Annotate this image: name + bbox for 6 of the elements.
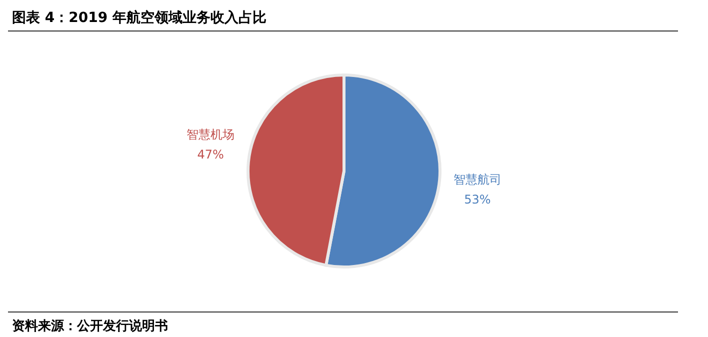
data-label: 53% (464, 192, 491, 207)
slice-label: 智慧机场 (186, 127, 235, 142)
slice-label: 智慧航司 (453, 172, 502, 187)
text: 资料来源：公开发行说明书 (12, 319, 168, 334)
chart-title: 图表 4：2019 年航空领域业务收入占比 (12, 9, 266, 26)
data-label: 47% (197, 147, 224, 162)
